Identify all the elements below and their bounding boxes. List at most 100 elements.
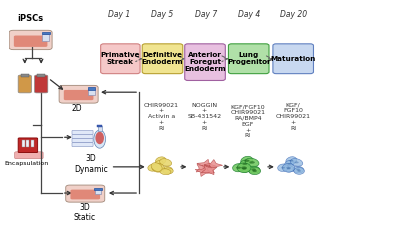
Ellipse shape xyxy=(249,161,255,164)
Ellipse shape xyxy=(242,168,246,170)
Ellipse shape xyxy=(244,160,250,162)
Ellipse shape xyxy=(287,168,290,169)
FancyBboxPatch shape xyxy=(72,139,93,142)
Ellipse shape xyxy=(240,160,250,168)
Ellipse shape xyxy=(154,166,163,172)
Ellipse shape xyxy=(289,160,293,162)
FancyBboxPatch shape xyxy=(142,44,183,74)
FancyBboxPatch shape xyxy=(64,90,94,100)
Ellipse shape xyxy=(156,157,166,165)
FancyBboxPatch shape xyxy=(34,75,48,93)
Bar xyxy=(31,140,34,147)
Ellipse shape xyxy=(297,170,301,172)
Ellipse shape xyxy=(152,164,164,172)
Text: 2D: 2D xyxy=(71,104,82,113)
Text: Day 20: Day 20 xyxy=(280,10,307,19)
Ellipse shape xyxy=(148,164,158,171)
Bar xyxy=(97,125,102,127)
Ellipse shape xyxy=(248,166,260,173)
FancyBboxPatch shape xyxy=(228,44,269,74)
Text: Anterior
Foregut
Endoderm: Anterior Foregut Endoderm xyxy=(184,52,226,72)
Ellipse shape xyxy=(163,168,173,174)
Ellipse shape xyxy=(239,165,250,172)
Text: 3D
Dynamic: 3D Dynamic xyxy=(74,154,108,174)
Text: iPSCs: iPSCs xyxy=(18,14,44,23)
FancyBboxPatch shape xyxy=(15,152,43,159)
Ellipse shape xyxy=(95,132,104,144)
Ellipse shape xyxy=(294,167,304,174)
Ellipse shape xyxy=(154,161,163,167)
FancyBboxPatch shape xyxy=(18,138,38,153)
Polygon shape xyxy=(197,159,215,170)
Ellipse shape xyxy=(252,170,257,172)
Ellipse shape xyxy=(286,167,291,169)
Text: NOGGIN
+
SB-431542
+
RI: NOGGIN + SB-431542 + RI xyxy=(187,103,221,131)
Polygon shape xyxy=(201,165,216,173)
Ellipse shape xyxy=(290,159,303,166)
Ellipse shape xyxy=(236,166,241,169)
Bar xyxy=(95,189,101,194)
Ellipse shape xyxy=(278,164,288,172)
FancyBboxPatch shape xyxy=(273,44,314,74)
Ellipse shape xyxy=(162,166,172,173)
Text: Definitive
Endoderm: Definitive Endoderm xyxy=(142,52,183,65)
Text: Day 7: Day 7 xyxy=(195,10,217,19)
Ellipse shape xyxy=(286,157,297,165)
Ellipse shape xyxy=(241,156,253,165)
Ellipse shape xyxy=(251,168,256,171)
Ellipse shape xyxy=(237,163,251,173)
Text: Primative
Streak: Primative Streak xyxy=(101,52,140,65)
Ellipse shape xyxy=(296,169,300,171)
Ellipse shape xyxy=(284,165,294,172)
Text: KGF/FGF10
CHIR99021
RA/BMP4
EGF
+
RI: KGF/FGF10 CHIR99021 RA/BMP4 EGF + RI xyxy=(230,104,266,138)
Ellipse shape xyxy=(245,158,259,166)
Text: Encapsulation: Encapsulation xyxy=(4,161,48,166)
FancyBboxPatch shape xyxy=(9,30,52,50)
Polygon shape xyxy=(204,160,223,170)
FancyBboxPatch shape xyxy=(101,44,140,74)
Bar xyxy=(21,74,29,77)
Ellipse shape xyxy=(287,163,291,165)
FancyBboxPatch shape xyxy=(72,143,93,147)
Ellipse shape xyxy=(249,167,260,174)
FancyBboxPatch shape xyxy=(72,131,93,134)
Ellipse shape xyxy=(160,169,171,175)
Polygon shape xyxy=(195,166,213,177)
FancyBboxPatch shape xyxy=(59,85,98,103)
Ellipse shape xyxy=(241,166,247,169)
Bar xyxy=(22,140,25,147)
Text: Lung
Progenitor: Lung Progenitor xyxy=(227,52,270,65)
Text: Day 1: Day 1 xyxy=(108,10,131,19)
Ellipse shape xyxy=(233,164,244,172)
FancyBboxPatch shape xyxy=(185,44,225,80)
Text: Day 5: Day 5 xyxy=(151,10,174,19)
Ellipse shape xyxy=(292,166,304,173)
Ellipse shape xyxy=(94,130,106,148)
Bar xyxy=(42,32,50,34)
FancyBboxPatch shape xyxy=(18,75,32,93)
Bar xyxy=(88,87,95,90)
Text: Maturation: Maturation xyxy=(270,56,316,62)
Text: CHIR99021
+
Activin a
+
RI: CHIR99021 + Activin a + RI xyxy=(144,103,179,131)
Ellipse shape xyxy=(294,161,299,163)
FancyBboxPatch shape xyxy=(72,134,93,138)
Ellipse shape xyxy=(242,163,247,165)
Ellipse shape xyxy=(282,163,295,172)
Bar xyxy=(37,74,45,77)
Polygon shape xyxy=(196,164,210,172)
Polygon shape xyxy=(201,165,217,175)
Bar xyxy=(88,89,95,95)
FancyBboxPatch shape xyxy=(70,190,100,199)
Bar xyxy=(26,140,30,147)
Ellipse shape xyxy=(281,167,285,169)
FancyBboxPatch shape xyxy=(66,185,105,202)
Bar xyxy=(98,126,102,131)
Ellipse shape xyxy=(151,163,162,172)
Text: KGF/
FGF10
CHIR99021
+
RI: KGF/ FGF10 CHIR99021 + RI xyxy=(276,103,311,131)
Bar xyxy=(42,34,49,41)
Bar xyxy=(94,188,102,190)
Ellipse shape xyxy=(285,160,294,168)
Text: Day 4: Day 4 xyxy=(238,10,260,19)
Ellipse shape xyxy=(160,159,172,166)
FancyBboxPatch shape xyxy=(14,35,48,47)
